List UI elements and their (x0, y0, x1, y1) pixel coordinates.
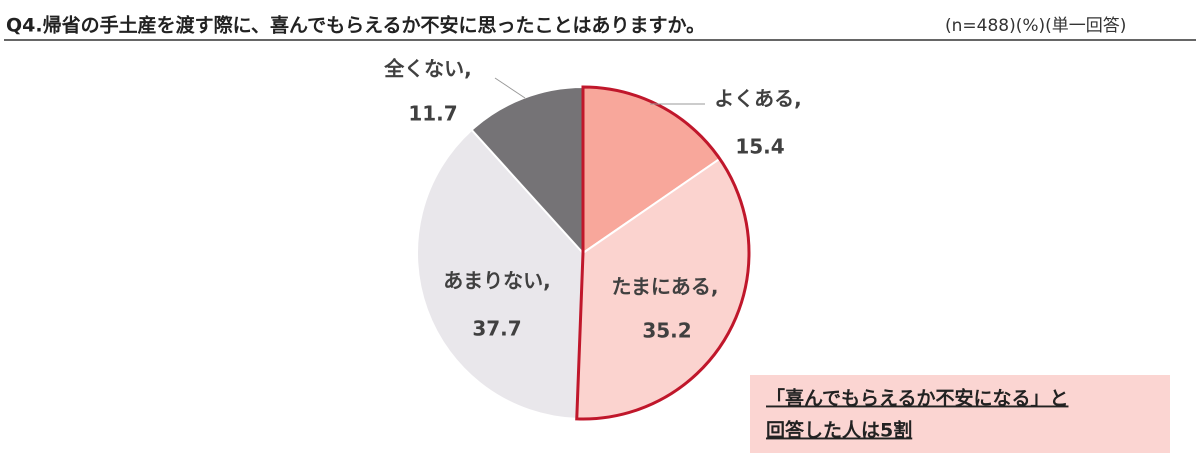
pie-slice (470, 85, 584, 256)
pie-slice (416, 128, 585, 420)
slice-label: 全くない, (383, 57, 472, 81)
slice-value: 35.2 (642, 319, 691, 343)
slice-label: よくある, (714, 87, 802, 111)
slice-label: たまにある, (612, 275, 719, 299)
leader-line (494, 77, 526, 99)
annotation-line: 回答した人は5割 (766, 419, 912, 442)
chart-title: Q4.帰省の手土産を渡す際に、喜んでもらえるか不安に思ったことはありますか。 (6, 14, 705, 37)
chart-subtitle: (n=488)(%)(単一回答) (945, 16, 1126, 36)
slice-value: 37.7 (472, 317, 521, 341)
highlight-outline (575, 85, 751, 421)
slice-label: あまりない, (443, 269, 551, 293)
annotation-box (750, 375, 1170, 453)
annotation-line: 「喜んでもらえるか不安になる」と (766, 387, 1068, 410)
slice-value: 11.7 (408, 102, 457, 126)
slice-value: 15.4 (735, 135, 784, 159)
